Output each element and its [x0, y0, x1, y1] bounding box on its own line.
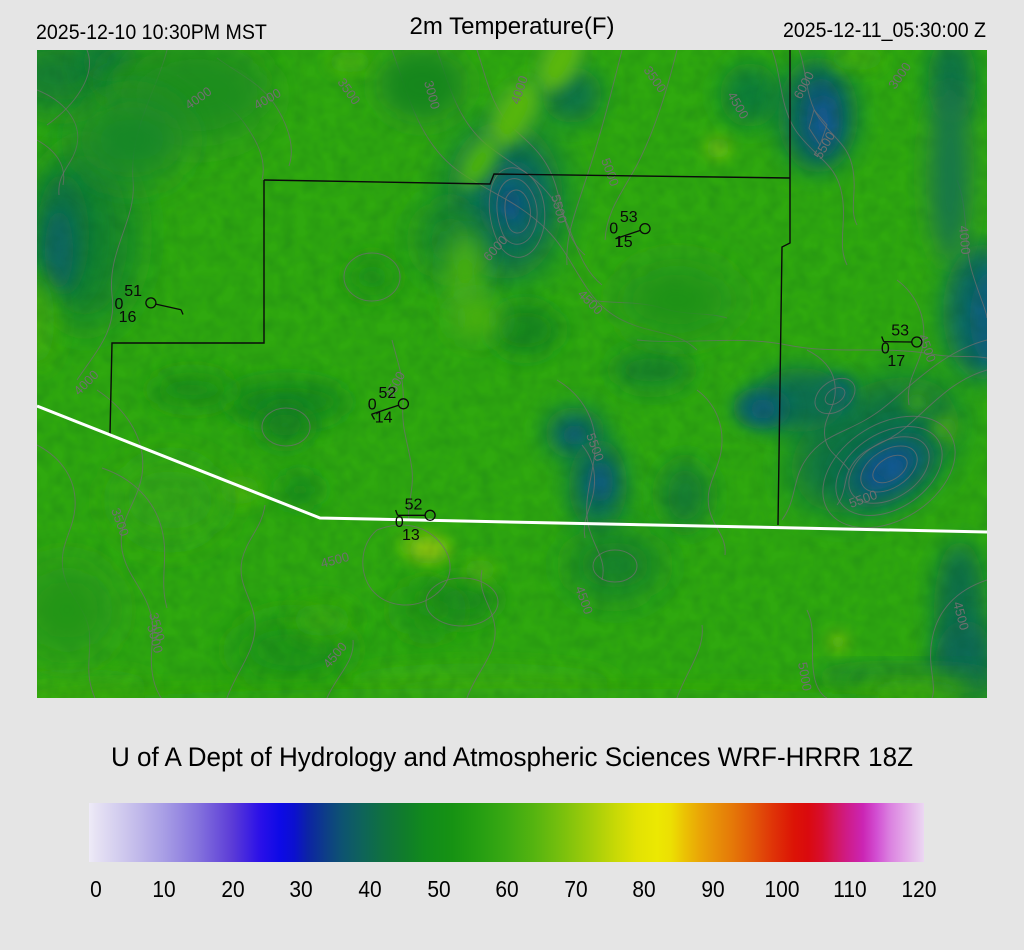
svg-text:4000: 4000	[956, 225, 973, 255]
svg-text:14: 14	[375, 409, 393, 426]
svg-text:4500: 4500	[950, 600, 972, 632]
svg-text:5500: 5500	[548, 193, 570, 225]
svg-text:4500: 4500	[319, 549, 351, 571]
svg-text:0: 0	[395, 514, 404, 531]
svg-text:0: 0	[881, 341, 890, 358]
svg-text:3000: 3000	[144, 623, 166, 655]
svg-text:52: 52	[379, 385, 397, 402]
svg-text:17: 17	[887, 353, 905, 370]
svg-text:3000: 3000	[421, 79, 443, 111]
svg-text:52: 52	[405, 497, 423, 514]
svg-text:51: 51	[124, 283, 142, 300]
svg-text:0: 0	[609, 221, 618, 238]
svg-text:0: 0	[368, 396, 377, 413]
svg-text:3500: 3500	[146, 611, 168, 643]
svg-text:16: 16	[119, 309, 137, 326]
svg-text:15: 15	[615, 234, 633, 251]
svg-text:5000: 5000	[795, 661, 815, 692]
svg-text:53: 53	[891, 323, 909, 340]
svg-text:53: 53	[620, 209, 638, 226]
svg-text:13: 13	[402, 527, 420, 544]
svg-text:0: 0	[115, 296, 124, 313]
